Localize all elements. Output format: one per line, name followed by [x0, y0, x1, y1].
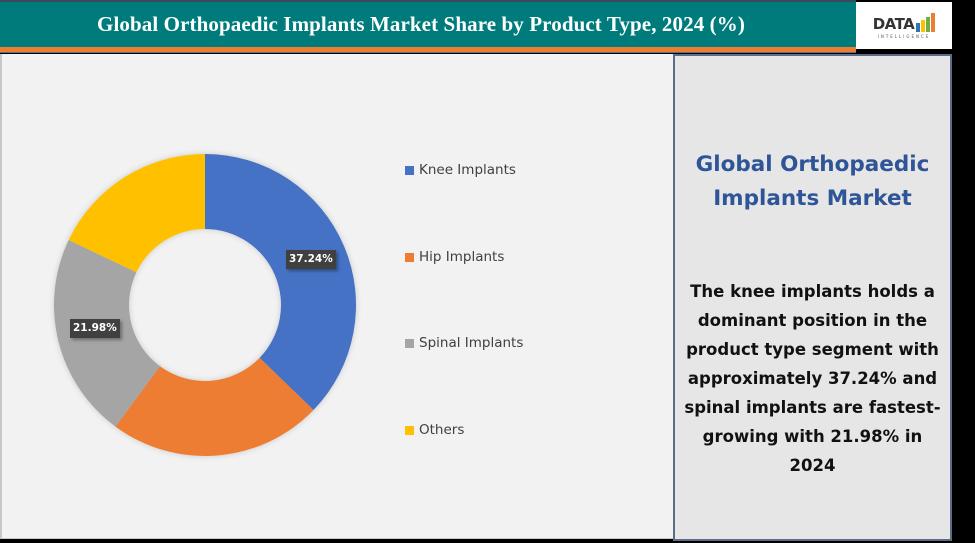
accent-bar [0, 47, 856, 53]
legend-item-spinal: Spinal Implants [405, 335, 523, 351]
legend-label: Others [419, 422, 465, 438]
data-label-knee: 37.24% [286, 250, 336, 269]
legend-item-knee: Knee Implants [405, 162, 516, 178]
donut-slice-hip-implants [115, 357, 314, 456]
infographic: Global Orthopaedic Implants Market Share… [0, 0, 953, 543]
summary-line: approximately 37.24% and [687, 369, 938, 388]
summary-line: dominant position in the [697, 311, 928, 330]
logo-bars-icon [916, 12, 936, 32]
summary-title: Global Orthopaedic Implants Market [675, 148, 950, 216]
donut-svg [53, 154, 356, 456]
legend-item-others: Others [405, 422, 464, 438]
donut-slice-others [68, 154, 205, 273]
legend-swatch-icon [405, 165, 414, 175]
data-label-spinal: 21.98% [70, 319, 120, 338]
summary-text: The knee implants holds a dominant posit… [675, 277, 950, 480]
legend-label: Knee Implants [419, 162, 516, 178]
legend-label: Spinal Implants [419, 335, 524, 351]
legend-swatch-icon [405, 252, 414, 262]
summary-line: product type segment with [686, 340, 939, 359]
datam-intelligence-logo: DATA INTELLIGENCE [856, 2, 952, 49]
legend-label: Hip Implants [419, 249, 505, 265]
summary-title-line: Implants Market [713, 186, 912, 211]
summary-line: The knee implants holds a [690, 282, 935, 301]
legend-swatch-icon [405, 425, 414, 435]
summary-title-line: Global Orthopaedic [695, 152, 930, 177]
logo-subtext: INTELLIGENCE [877, 33, 931, 39]
donut-chart [52, 152, 358, 458]
summary-line: spinal implants are fastest- [684, 398, 941, 417]
logo-text: DATA [872, 14, 915, 33]
summary-panel: Global Orthopaedic Implants Market The k… [673, 54, 952, 541]
donut-slice-knee-implants [205, 154, 356, 411]
title-banner: Global Orthopaedic Implants Market Share… [0, 0, 856, 47]
summary-line: 2024 [789, 456, 836, 475]
legend-item-hip: Hip Implants [405, 249, 504, 265]
chart-title: Global Orthopaedic Implants Market Share… [97, 12, 745, 36]
summary-line: growing with 21.98% in [702, 427, 923, 446]
chart-panel: 37.24% 21.98% Knee Implants Hip Implants… [0, 54, 673, 539]
legend-swatch-icon [405, 338, 414, 348]
